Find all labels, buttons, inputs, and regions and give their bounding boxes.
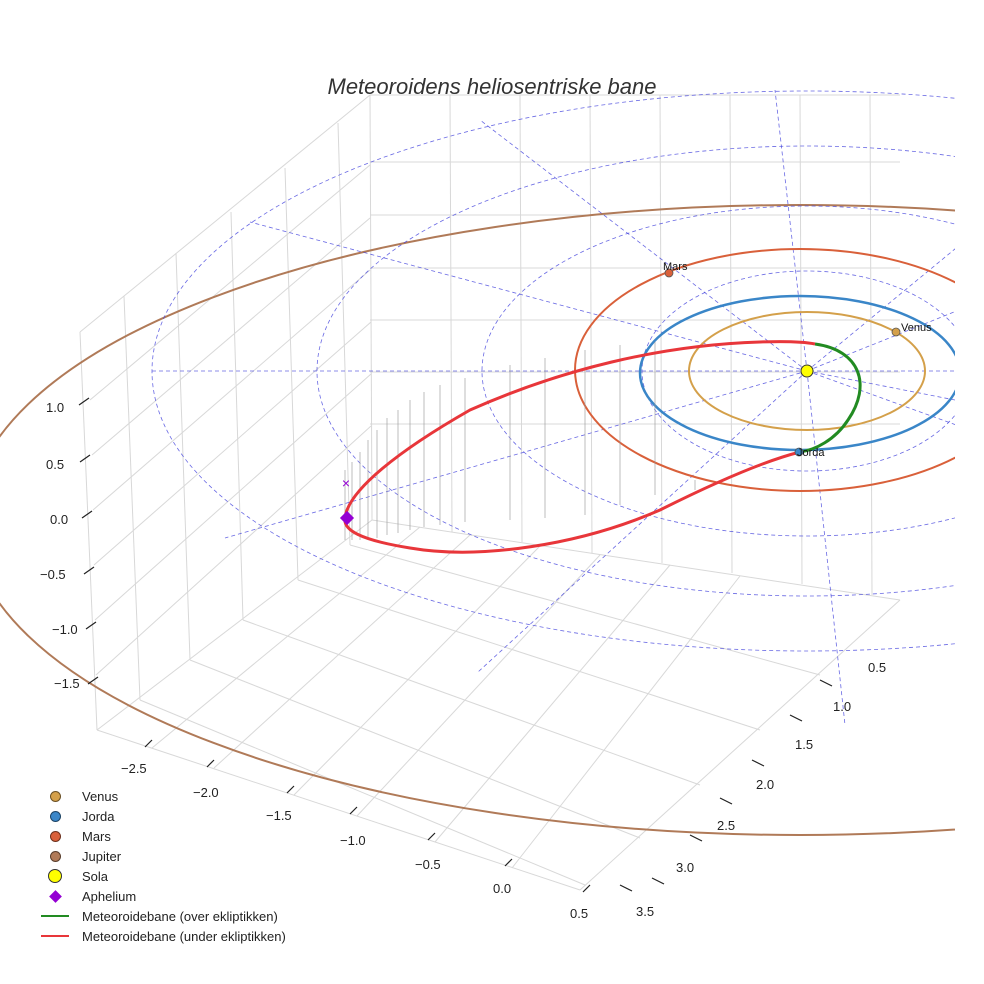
legend-item-jupiter: Jupiter <box>40 846 286 866</box>
z-tick: 0.5 <box>46 457 64 472</box>
z-tick-labels: 1.0 0.5 0.0 −0.5 −1.0 −1.5 <box>40 400 80 691</box>
x-tick: 0.0 <box>493 881 511 896</box>
x-tick: −0.5 <box>415 857 441 872</box>
legend: Venus Jorda Mars Jupiter Sola Aphelium M… <box>40 786 286 946</box>
legend-item-under: Meteoroidebane (under ekliptikken) <box>40 926 286 946</box>
legend-label: Venus <box>82 788 119 804</box>
z-tick: −0.5 <box>40 567 66 582</box>
z-axis <box>78 397 99 685</box>
legend-label: Mars <box>82 828 111 844</box>
y-tick: 3.0 <box>676 860 694 875</box>
legend-label: Jupiter <box>82 848 122 864</box>
x-tick-labels: −2.5 −2.0 −1.5 −1.0 −0.5 0.0 0.5 <box>121 761 588 921</box>
legend-item-mars: Mars <box>40 826 286 846</box>
jupiter-swatch <box>49 850 61 862</box>
x-tick: −2.5 <box>121 761 147 776</box>
mars-label: Mars <box>663 261 688 273</box>
jorda-marker <box>794 447 804 457</box>
y-axis <box>619 679 833 892</box>
grid-lines <box>79 94 901 891</box>
legend-item-over: Meteoroidebane (over ekliptikken) <box>40 906 286 926</box>
legend-item-jorda: Jorda <box>40 806 286 826</box>
aphelion-marker <box>339 510 355 526</box>
y-tick: 1.0 <box>833 699 851 714</box>
mars-swatch <box>49 830 61 842</box>
under-swatch <box>41 935 69 937</box>
z-tick: 1.0 <box>46 400 64 415</box>
ecliptic-spokes <box>152 89 955 726</box>
venus-marker <box>891 327 901 337</box>
x-tick: −1.5 <box>266 808 292 823</box>
legend-label: Meteoroidebane (over ekliptikken) <box>82 908 278 924</box>
jorda-swatch <box>49 810 61 822</box>
y-tick-labels: 0.5 1.0 1.5 2.0 2.5 3.0 3.5 <box>636 660 886 919</box>
jupiter-orbit <box>0 204 955 836</box>
aphelion-projection-marker: × <box>342 475 350 491</box>
z-tick: −1.0 <box>52 622 78 637</box>
meteoroid-orbit-under <box>343 340 816 554</box>
legend-item-sola: Sola <box>40 866 286 886</box>
jorda-label: Jorda <box>797 447 825 459</box>
z-tick: −1.5 <box>54 676 80 691</box>
legend-label: Meteoroidebane (under ekliptikken) <box>82 928 286 944</box>
x-tick: −2.0 <box>193 785 219 800</box>
x-tick: −1.0 <box>340 833 366 848</box>
x-tick: 0.5 <box>570 906 588 921</box>
x-axis <box>144 739 591 893</box>
z-tick: 0.0 <box>50 512 68 527</box>
sola-swatch <box>48 869 62 883</box>
mars-marker <box>664 268 674 278</box>
legend-item-venus: Venus <box>40 786 286 806</box>
y-tick: 2.5 <box>717 818 735 833</box>
mars-orbit <box>574 248 955 492</box>
meteoroid-orbit-over <box>799 342 862 454</box>
y-tick: 1.5 <box>795 737 813 752</box>
venus-swatch <box>49 790 61 802</box>
meteoroid-drop-lines <box>344 342 696 540</box>
legend-item-aphelium: Aphelium <box>40 886 286 906</box>
legend-label: Jorda <box>82 808 115 824</box>
aphelium-swatch <box>48 889 62 903</box>
legend-label: Sola <box>82 868 109 884</box>
y-tick: 2.0 <box>756 777 774 792</box>
over-swatch <box>41 915 69 917</box>
y-tick: 0.5 <box>868 660 886 675</box>
y-tick: 3.5 <box>636 904 654 919</box>
venus-orbit <box>688 311 926 431</box>
venus-label: Venus <box>901 322 932 334</box>
legend-label: Aphelium <box>82 888 137 904</box>
sola-marker <box>800 364 814 378</box>
chart-title: Meteoroidens heliosentriske bane <box>327 74 657 99</box>
